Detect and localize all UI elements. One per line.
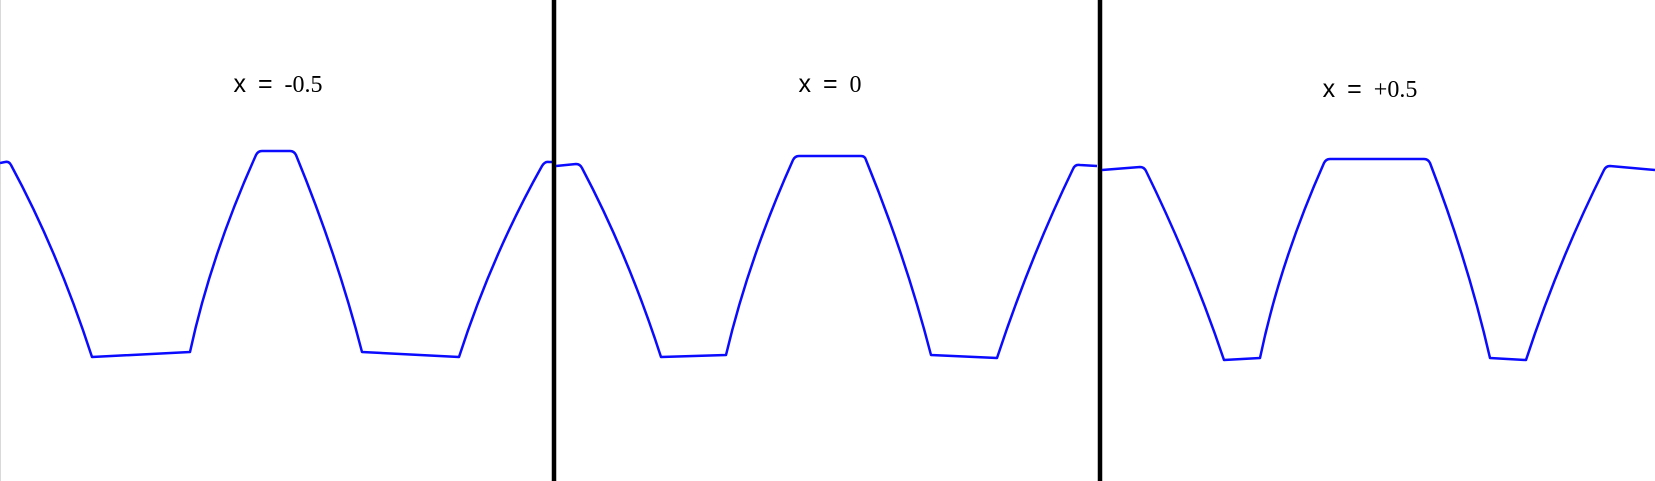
panel-label-2-value: 0 [849, 72, 862, 98]
panel-label-1: x = -0.5 [233, 70, 323, 98]
panel-label-1-equals: = [257, 70, 273, 98]
panel-label-3-equals: = [1347, 75, 1362, 103]
tooth-profile-panel-3 [1101, 157, 1655, 362]
panel-label-1-value: -0.5 [284, 72, 323, 98]
panel-label-3-variable: x [1322, 75, 1336, 103]
panel-label-2-equals: = [822, 70, 838, 98]
tooth-profile-panel-1 [0, 149, 552, 359]
panel-label-3: x = +0.5 [1322, 75, 1418, 103]
tooth-profile-panel-2 [555, 154, 1098, 360]
panel-label-2: x = 0 [798, 70, 862, 98]
panel-label-2-variable: x [798, 70, 811, 98]
panel-label-1-variable: x [233, 70, 246, 98]
panel-label-3-value: +0.5 [1373, 77, 1418, 103]
